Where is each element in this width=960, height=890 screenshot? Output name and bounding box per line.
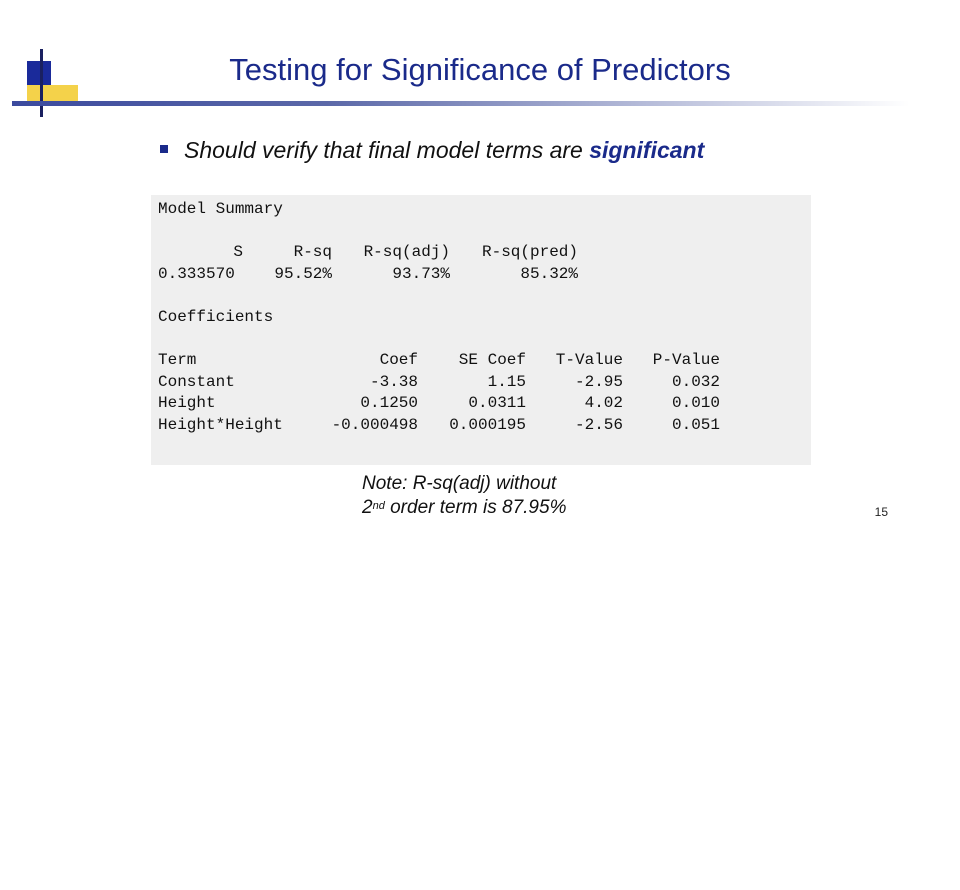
table-cell-t: 4.02 bbox=[584, 394, 623, 413]
summary-header-s: S bbox=[233, 243, 243, 261]
table-row-term: Constant bbox=[158, 372, 235, 391]
table-row-term: Height*Height bbox=[158, 415, 283, 434]
coef-header-p: P-Value bbox=[652, 351, 720, 369]
table-cell-coef: -3.38 bbox=[369, 372, 418, 391]
coef-header-t: T-Value bbox=[555, 351, 623, 369]
page-number: 15 bbox=[874, 505, 888, 519]
model-summary-table: S R-sq R-sq(adj) R-sq(pred) 0.333570 95.… bbox=[151, 242, 811, 286]
table-cell-se: 0.000195 bbox=[449, 415, 526, 434]
coef-header-coef: Coef bbox=[379, 351, 418, 369]
regression-output-panel: Model Summary S R-sq R-sq(adj) R-sq(pred… bbox=[151, 195, 811, 465]
table-cell-t: -2.56 bbox=[574, 415, 623, 434]
title-underline bbox=[12, 101, 910, 106]
bullet-point: Should verify that final model terms are… bbox=[160, 137, 704, 164]
note-line-2-suffix: order term is 87.95% bbox=[384, 497, 567, 518]
table-cell-p: 0.032 bbox=[671, 372, 720, 391]
slide-title: Testing for Significance of Predictors bbox=[229, 52, 731, 87]
summary-value-s: 0.333570 bbox=[158, 264, 235, 283]
table-cell-se: 0.0311 bbox=[468, 394, 526, 413]
summary-value-rsq-adj: 93.73% bbox=[392, 264, 450, 283]
note-line-2-prefix: 2 bbox=[362, 497, 373, 518]
note-line-2: 2nd order term is 87.95% bbox=[362, 496, 566, 520]
table-cell-p: 0.010 bbox=[671, 394, 720, 413]
note-line-1: Note: R-sq(adj) without bbox=[362, 473, 557, 494]
adj-rsq-note: Note: R-sq(adj) without 2nd order term i… bbox=[362, 472, 566, 520]
summary-value-rsq-pred: 85.32% bbox=[520, 264, 578, 283]
bullet-square-icon bbox=[160, 144, 168, 153]
table-cell-p: 0.051 bbox=[671, 415, 720, 434]
summary-header-rsq-adj: R-sq(adj) bbox=[363, 243, 450, 261]
table-cell-t: -2.95 bbox=[574, 372, 623, 391]
coef-header-term: Term bbox=[158, 351, 197, 369]
coefficients-table: Term Coef SE Coef T-Value P-Value Consta… bbox=[151, 350, 811, 438]
summary-value-rsq: 95.52% bbox=[274, 264, 332, 283]
summary-header-rsq-pred: R-sq(pred) bbox=[481, 243, 578, 261]
bullet-emphasis: significant bbox=[589, 137, 705, 163]
bullet-text: Should verify that final model terms are bbox=[184, 137, 590, 163]
model-summary-heading: Model Summary bbox=[158, 200, 283, 218]
table-cell-coef: 0.1250 bbox=[360, 394, 418, 413]
table-cell-se: 1.15 bbox=[487, 372, 526, 391]
note-line-2-sup: nd bbox=[372, 500, 385, 512]
coef-header-se: SE Coef bbox=[458, 351, 526, 369]
coefficients-heading: Coefficients bbox=[158, 308, 274, 326]
table-cell-coef: -0.000498 bbox=[331, 415, 418, 434]
table-row-term: Height bbox=[158, 394, 216, 413]
slide-logo-squares bbox=[12, 49, 78, 117]
summary-header-rsq: R-sq bbox=[293, 243, 332, 261]
